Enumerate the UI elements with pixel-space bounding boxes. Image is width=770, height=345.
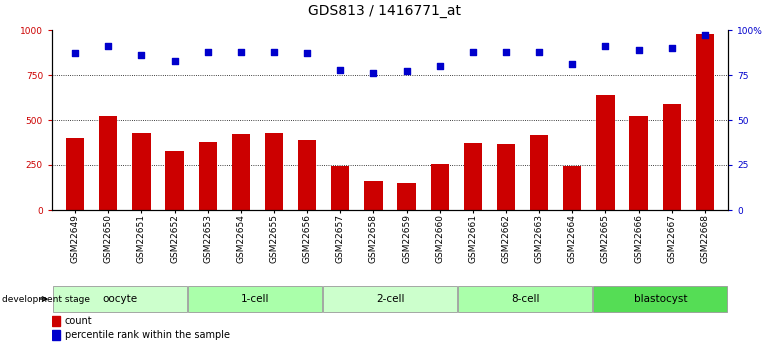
Point — [169, 58, 181, 63]
Bar — [629, 116, 648, 210]
Bar — [596, 95, 614, 210]
Text: percentile rank within the sample: percentile rank within the sample — [65, 330, 230, 340]
Point — [334, 67, 346, 72]
Bar — [397, 183, 416, 210]
Point — [102, 43, 115, 49]
Text: 8-cell: 8-cell — [511, 294, 540, 304]
Point — [533, 49, 545, 55]
Bar — [662, 104, 681, 210]
Text: count: count — [65, 316, 92, 326]
Point — [665, 45, 678, 51]
Bar — [52, 286, 186, 312]
Bar — [497, 144, 515, 210]
Point — [566, 61, 578, 67]
Bar — [364, 181, 383, 210]
Bar — [695, 33, 714, 210]
Text: blastocyst: blastocyst — [634, 294, 687, 304]
Text: 2-cell: 2-cell — [376, 294, 404, 304]
Point — [632, 47, 644, 52]
Bar — [166, 151, 184, 210]
Bar — [563, 166, 581, 210]
Bar — [52, 316, 60, 326]
Bar — [99, 116, 118, 210]
Point — [301, 51, 313, 56]
Bar — [132, 132, 151, 210]
Bar — [232, 135, 250, 210]
Point — [136, 52, 148, 58]
Bar — [464, 144, 482, 210]
Bar — [331, 166, 350, 210]
Point — [434, 63, 446, 69]
Bar — [594, 286, 728, 312]
Bar — [323, 286, 457, 312]
Bar — [52, 330, 60, 340]
Text: 1-cell: 1-cell — [240, 294, 269, 304]
Bar — [199, 141, 217, 210]
Bar — [298, 140, 316, 210]
Point — [500, 49, 512, 55]
Bar — [430, 164, 449, 210]
Text: development stage: development stage — [2, 295, 89, 304]
Text: oocyte: oocyte — [102, 294, 137, 304]
Bar — [265, 132, 283, 210]
Point — [367, 70, 380, 76]
Bar — [530, 135, 548, 210]
Point — [467, 49, 479, 55]
Bar — [66, 138, 84, 210]
Bar — [458, 286, 592, 312]
Point — [69, 51, 82, 56]
Point — [698, 33, 711, 38]
Bar — [188, 286, 322, 312]
Point — [202, 49, 214, 55]
Point — [235, 49, 247, 55]
Point — [599, 43, 611, 49]
Text: GDS813 / 1416771_at: GDS813 / 1416771_at — [309, 4, 461, 18]
Point — [400, 69, 413, 74]
Point — [268, 49, 280, 55]
